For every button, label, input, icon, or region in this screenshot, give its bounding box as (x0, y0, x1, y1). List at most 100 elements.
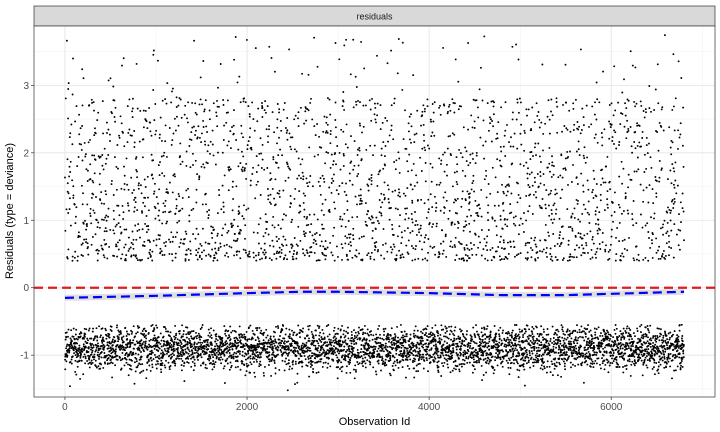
residual-point (368, 217, 371, 219)
residual-point (94, 359, 97, 362)
residual-point (255, 155, 258, 158)
residual-point (149, 121, 152, 124)
residual-point (245, 353, 248, 356)
residual-point (126, 332, 129, 335)
residual-point (76, 255, 79, 258)
residual-point (92, 209, 95, 212)
residual-point (205, 254, 208, 257)
residual-point (404, 194, 407, 197)
residual-point (159, 342, 162, 345)
residual-point (142, 126, 145, 129)
residual-point (215, 338, 218, 340)
residual-point (280, 350, 283, 353)
residual-point (165, 359, 167, 362)
residual-point (361, 131, 363, 134)
residual-point (117, 338, 120, 341)
residual-point (76, 165, 79, 168)
residual-point (305, 341, 308, 344)
residual-point (482, 352, 485, 355)
residual-point (463, 247, 466, 249)
residual-point (480, 331, 483, 334)
residual-point (414, 325, 417, 328)
residual-point (134, 335, 137, 338)
residual-point (160, 371, 163, 374)
residual-point (464, 220, 467, 223)
residual-point (231, 329, 234, 332)
residual-point (244, 336, 247, 338)
residual-point (70, 123, 73, 126)
residual-point (505, 344, 508, 347)
residual-point (461, 190, 464, 193)
residual-point (264, 100, 267, 103)
residual-point (232, 342, 234, 345)
residual-point (263, 249, 266, 251)
residual-point (427, 211, 430, 214)
residual-point (473, 333, 476, 336)
residual-point (316, 123, 319, 125)
residual-point (234, 366, 237, 369)
residual-point (209, 254, 212, 257)
residual-point (220, 208, 223, 211)
residual-point (158, 209, 161, 212)
residual-point (251, 337, 254, 340)
residual-point (131, 330, 134, 333)
residual-point (401, 341, 404, 344)
residual-point (294, 114, 297, 117)
residual-point (505, 256, 508, 259)
residual-point (460, 363, 463, 365)
residual-point (100, 344, 103, 347)
residual-point (375, 121, 377, 124)
residual-point (90, 353, 93, 356)
residual-point (73, 256, 76, 259)
residual-point (463, 340, 466, 342)
residual-point (364, 220, 367, 223)
residual-point (192, 164, 194, 166)
residual-point (413, 336, 416, 339)
residual-point (328, 357, 330, 360)
residual-point (245, 162, 248, 165)
residual-point (192, 356, 195, 359)
residual-point (452, 361, 455, 363)
residual-point (493, 345, 496, 348)
residual-point (339, 328, 342, 331)
residual-point (463, 359, 466, 362)
residual-point (148, 360, 150, 362)
residual-point (65, 331, 68, 334)
residual-point (116, 324, 119, 327)
residual-point (417, 370, 420, 373)
residual-point (373, 258, 376, 261)
residual-point (228, 368, 231, 371)
residual-point (322, 332, 325, 335)
residual-point (346, 200, 349, 203)
residual-point (137, 184, 140, 187)
residual-point (277, 353, 279, 356)
residual-point (420, 330, 422, 333)
residual-point (506, 218, 509, 221)
residual-point (248, 347, 250, 350)
residual-point (88, 366, 91, 369)
residual-point (506, 184, 509, 187)
residual-point (515, 43, 518, 46)
residual-point (486, 325, 489, 328)
residual-point (236, 355, 239, 358)
residual-point (237, 339, 239, 342)
residual-point (68, 351, 71, 354)
residual-point (199, 341, 202, 344)
residual-point (121, 339, 124, 342)
residual-point (268, 128, 270, 131)
residual-point (345, 38, 348, 41)
residual-point (138, 347, 141, 350)
residual-point (149, 369, 152, 372)
residual-point (98, 353, 101, 356)
residual-point (403, 229, 406, 232)
residual-point (485, 371, 488, 374)
residual-point (426, 98, 429, 101)
residual-point (192, 369, 195, 372)
residual-point (95, 346, 98, 349)
residual-point (414, 334, 417, 337)
residual-point (150, 359, 153, 362)
residual-point (189, 240, 192, 243)
residual-point (138, 326, 141, 329)
residual-point (294, 383, 296, 386)
residual-point (200, 326, 203, 329)
